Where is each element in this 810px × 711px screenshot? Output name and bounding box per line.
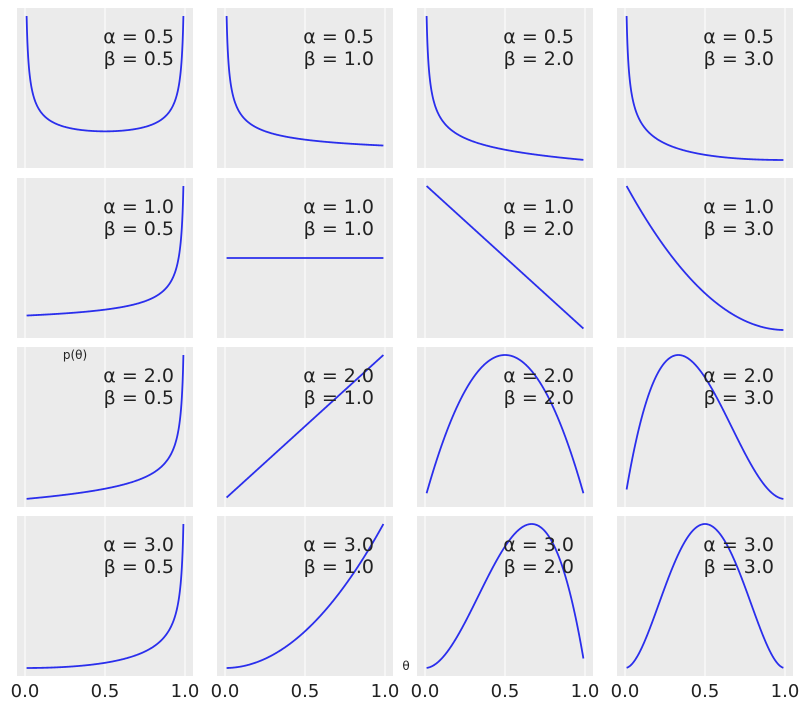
pdf-curve	[225, 15, 384, 147]
x-tick-label: 0.5	[691, 681, 720, 702]
alpha-label: α = 2.0	[503, 365, 574, 387]
subplot-a1-b3: α = 1.0β = 3.0	[617, 178, 793, 338]
alpha-label: α = 3.0	[503, 534, 574, 556]
x-tick-label: 0.5	[91, 681, 120, 702]
beta-label: β = 0.5	[104, 48, 174, 70]
beta-label: β = 1.0	[304, 556, 374, 578]
pdf-curve	[425, 15, 584, 161]
beta-label: β = 0.5	[104, 218, 174, 240]
pdf-curve	[226, 523, 385, 669]
beta-label: β = 0.5	[104, 387, 174, 409]
x-tick-label: 0.5	[291, 681, 320, 702]
pdf-curve	[626, 523, 784, 669]
subplot-a3-b3: α = 3.0β = 3.0	[617, 516, 793, 676]
pdf-curve	[26, 354, 185, 500]
subplot-a2-b0.5: α = 2.0β = 0.5	[17, 347, 193, 507]
subplot-a0.5-b0.5: α = 0.5β = 0.5	[17, 8, 193, 168]
beta-label: β = 2.0	[504, 48, 574, 70]
pdf-curve	[625, 354, 784, 500]
beta-label: β = 3.0	[704, 218, 774, 240]
x-axis-label: θ	[402, 659, 409, 673]
x-tick-label: 0.0	[411, 681, 440, 702]
beta-label: β = 2.0	[504, 218, 574, 240]
x-tick-label: 1.0	[571, 681, 600, 702]
x-tick-label: 1.0	[771, 681, 800, 702]
subplot-a2-b1: α = 2.0β = 1.0	[217, 347, 393, 507]
pdf-curve	[625, 185, 784, 331]
subplot-a1-b2: α = 1.0β = 2.0	[417, 178, 593, 338]
subplot-a0.5-b3: α = 0.5β = 3.0	[617, 8, 793, 168]
alpha-label: α = 3.0	[103, 534, 174, 556]
alpha-label: α = 2.0	[303, 365, 374, 387]
alpha-label: α = 0.5	[303, 26, 374, 48]
beta-label: β = 2.0	[504, 387, 574, 409]
x-tick-label: 0.0	[211, 681, 240, 702]
subplot-a0.5-b2: α = 0.5β = 2.0	[417, 8, 593, 168]
alpha-label: α = 2.0	[703, 365, 774, 387]
beta-label: β = 3.0	[704, 387, 774, 409]
x-tick-label: 1.0	[371, 681, 400, 702]
x-tick-label: 1.0	[171, 681, 200, 702]
beta-label: β = 3.0	[704, 556, 774, 578]
beta-label: β = 2.0	[504, 556, 574, 578]
beta-label: β = 3.0	[704, 48, 774, 70]
subplot-a1-b0.5: α = 1.0β = 0.5	[17, 178, 193, 338]
subplot-a3-b0.5: α = 3.0β = 0.5	[17, 516, 193, 676]
subplot-a2-b2: α = 2.0β = 2.0	[417, 347, 593, 507]
alpha-label: α = 3.0	[703, 534, 774, 556]
subplot-a0.5-b1: α = 0.5β = 1.0	[217, 8, 393, 168]
beta-label: β = 1.0	[304, 218, 374, 240]
beta-label: β = 1.0	[304, 48, 374, 70]
subplot-a1-b1: α = 1.0β = 1.0	[217, 178, 393, 338]
alpha-label: α = 1.0	[103, 196, 174, 218]
alpha-label: α = 0.5	[703, 26, 774, 48]
subplot-a3-b2: α = 3.0β = 2.0	[417, 516, 593, 676]
x-tick-label: 0.0	[11, 681, 40, 702]
pdf-curve	[625, 15, 784, 161]
subplot-a2-b3: α = 2.0β = 3.0	[617, 347, 793, 507]
alpha-label: α = 1.0	[303, 196, 374, 218]
pdf-curve	[425, 185, 585, 330]
pdf-curve	[425, 354, 585, 494]
alpha-label: α = 0.5	[503, 26, 574, 48]
x-tick-label: 0.5	[491, 681, 520, 702]
alpha-label: α = 3.0	[303, 534, 374, 556]
pdf-curve	[25, 15, 185, 133]
beta-label: β = 0.5	[104, 556, 174, 578]
y-axis-label: p(θ)	[63, 348, 87, 362]
subplot-a3-b1: α = 3.0β = 1.0	[217, 516, 393, 676]
beta-label: β = 1.0	[304, 387, 374, 409]
pdf-curve	[26, 185, 185, 317]
pdf-curve	[225, 354, 385, 499]
alpha-label: α = 2.0	[103, 365, 174, 387]
alpha-label: α = 1.0	[503, 196, 574, 218]
alpha-label: α = 1.0	[703, 196, 774, 218]
alpha-label: α = 0.5	[103, 26, 174, 48]
pdf-curve	[26, 523, 185, 669]
x-tick-label: 0.0	[611, 681, 640, 702]
pdf-curve	[426, 523, 585, 669]
